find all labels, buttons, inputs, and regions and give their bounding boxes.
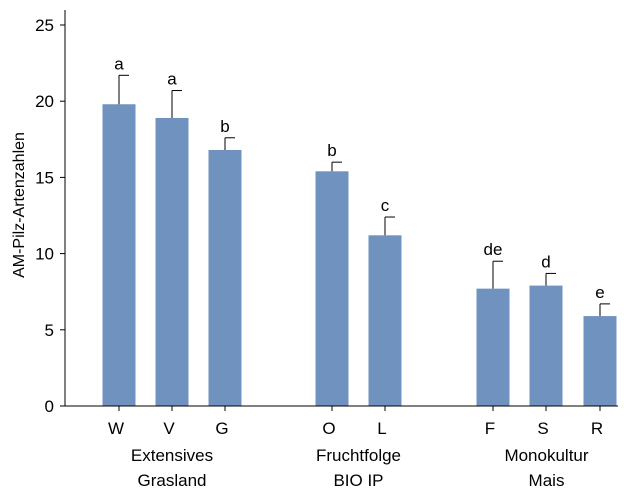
bars — [102, 104, 617, 407]
bar — [315, 171, 349, 406]
bar — [102, 104, 136, 407]
bar — [208, 149, 242, 406]
y-tick-label: 5 — [45, 321, 54, 340]
category-label: G — [215, 419, 228, 438]
group-label: BIO IP — [333, 471, 383, 490]
bar — [476, 288, 510, 406]
y-axis-title: AM-Pilz-Artenzahlen — [11, 132, 28, 278]
significance-label: c — [381, 196, 390, 215]
category-label: V — [163, 419, 175, 438]
significance-label: a — [114, 54, 124, 73]
y-tick-label: 0 — [45, 397, 54, 416]
y-tick-label: 20 — [35, 92, 54, 111]
group-label: Extensives — [131, 446, 213, 465]
group-labels: Extensives Grasland Fruchtfolge BIO IP Monok… — [131, 446, 589, 490]
category-label: F — [485, 419, 495, 438]
bar — [583, 316, 617, 406]
category-label: R — [591, 419, 603, 438]
group-label: Fruchtfolge — [316, 446, 401, 465]
significance-label: e — [595, 283, 604, 302]
group-label: Monokultur — [504, 446, 588, 465]
y-tick-label: 10 — [35, 245, 54, 264]
category-label: S — [537, 419, 548, 438]
significance-label: de — [484, 240, 503, 259]
bar — [368, 235, 402, 406]
category-label: L — [377, 419, 386, 438]
category-label: O — [322, 419, 335, 438]
significance-label: b — [327, 141, 336, 160]
y-axis: 0 5 10 15 20 25 — [35, 10, 66, 416]
error-bars — [118, 74, 610, 317]
significance-label: d — [541, 252, 550, 271]
y-tick-label: 25 — [35, 16, 54, 35]
bar — [155, 117, 189, 407]
significance-label: b — [220, 117, 229, 136]
category-label: W — [108, 419, 124, 438]
y-tick-label: 15 — [35, 168, 54, 187]
group-label: Mais — [529, 471, 565, 490]
group-label: Grasland — [138, 471, 207, 490]
bar — [529, 285, 563, 406]
significance-label: a — [167, 70, 177, 89]
x-axis — [65, 405, 618, 411]
